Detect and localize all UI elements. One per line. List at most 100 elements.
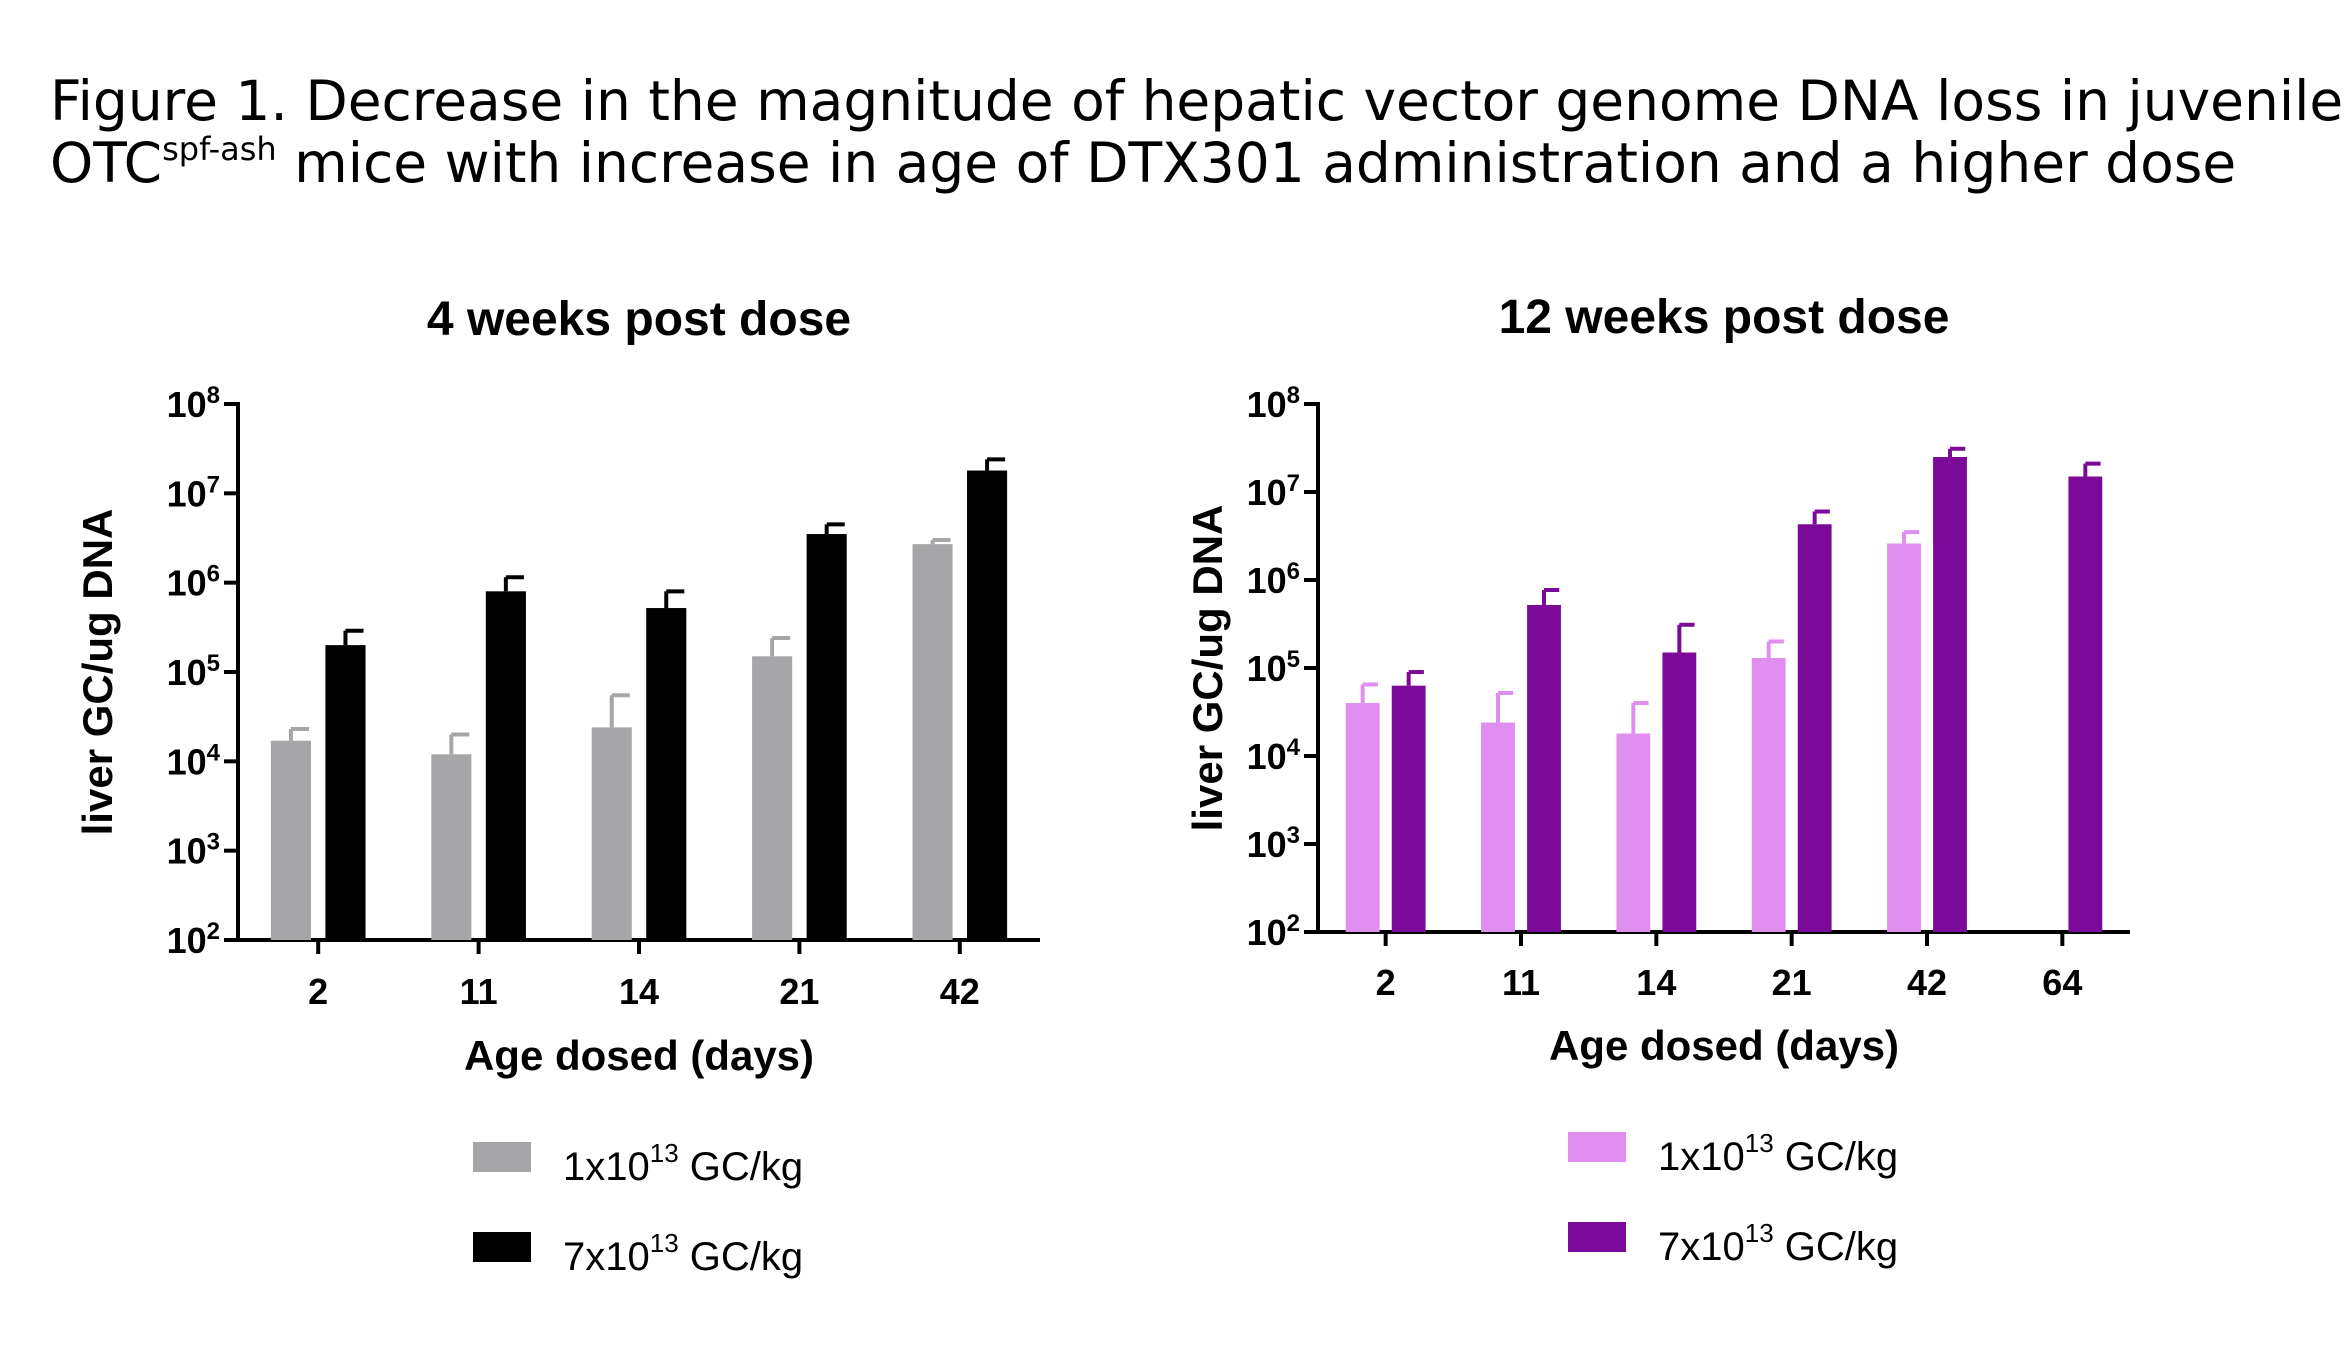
y-tick-label: 103 <box>167 829 220 872</box>
bar-21-series-1 <box>752 656 793 940</box>
x-axis-label: Age dosed (days) <box>1549 1022 1899 1069</box>
legend-exponent: 13 <box>1745 1218 1774 1248</box>
y-tick-label: 105 <box>1247 646 1300 689</box>
legend-label-1: 1x1013 GC/kg <box>1658 1128 1898 1179</box>
bar-11-series-1 <box>1481 722 1515 932</box>
chart-title: 4 weeks post dose <box>427 293 851 346</box>
legend-base: 7x10 <box>563 1235 650 1279</box>
y-tick-base: 10 <box>167 920 207 961</box>
bar-64-series-2 <box>2068 476 2103 932</box>
y-tick-exponent: 5 <box>207 650 220 677</box>
chart-title: 12 weeks post dose <box>1499 291 1950 344</box>
y-tick-base: 10 <box>1247 648 1287 689</box>
x-tick-label: 21 <box>1772 962 1812 1003</box>
y-tick-base: 10 <box>1247 472 1287 513</box>
y-tick-exponent: 4 <box>207 739 221 766</box>
y-tick-exponent: 2 <box>1287 910 1300 937</box>
legend-unit: GC/kg <box>1774 1225 1898 1269</box>
bar-42-series-1 <box>1887 543 1921 932</box>
y-tick-label: 102 <box>1247 910 1300 953</box>
bar-11-series-2 <box>1527 604 1561 932</box>
y-tick-base: 10 <box>167 652 207 693</box>
y-tick-label: 107 <box>1247 470 1300 513</box>
bar-14-series-1 <box>1616 733 1651 932</box>
bar-11-series-1 <box>431 754 472 940</box>
x-tick-label: 11 <box>460 971 498 1012</box>
legend-base: 1x10 <box>1658 1135 1745 1179</box>
x-tick-label: 64 <box>2042 962 2082 1003</box>
y-tick-base: 10 <box>1247 736 1287 777</box>
y-tick-base: 10 <box>167 563 207 604</box>
bar-21-series-2 <box>1797 524 1832 932</box>
x-tick-label: 2 <box>1376 962 1396 1003</box>
bar-2-series-2 <box>1391 685 1426 932</box>
legend-swatch-1 <box>1568 1132 1626 1162</box>
y-tick-exponent: 6 <box>207 561 220 588</box>
x-tick-label: 42 <box>940 971 980 1012</box>
y-tick-exponent: 5 <box>1287 646 1300 673</box>
y-tick-exponent: 3 <box>1287 822 1300 849</box>
x-tick-label: 11 <box>1502 962 1540 1003</box>
legend-base: 1x10 <box>563 1145 650 1189</box>
y-tick-exponent: 2 <box>207 918 220 945</box>
y-tick-label: 108 <box>1247 382 1300 425</box>
y-tick-label: 106 <box>167 561 220 604</box>
y-tick-base: 10 <box>167 831 207 872</box>
y-tick-base: 10 <box>167 741 207 782</box>
y-tick-exponent: 6 <box>1287 558 1300 585</box>
y-tick-base: 10 <box>1247 912 1287 953</box>
bar-14-series-1 <box>591 727 632 940</box>
legend-label-2: 7x1013 GC/kg <box>1658 1218 1898 1269</box>
figure-title-superscript: spf-ash <box>162 130 277 168</box>
x-tick-label: 2 <box>308 971 328 1012</box>
y-tick-label: 105 <box>167 650 220 693</box>
bar-2-series-2 <box>325 645 366 940</box>
x-tick-label: 21 <box>779 971 819 1012</box>
figure-title-rest: mice with increase in age of DTX301 admi… <box>276 131 2237 195</box>
legend-exponent: 13 <box>650 1228 679 1258</box>
bar-21-series-1 <box>1751 657 1786 932</box>
y-tick-base: 10 <box>1247 824 1287 865</box>
y-tick-base: 10 <box>167 473 207 514</box>
x-axis-label: Age dosed (days) <box>464 1032 814 1079</box>
legend-swatch-2 <box>473 1232 531 1262</box>
figure-title-line-1: Figure 1. Decrease in the magnitude of h… <box>50 69 2344 133</box>
legend-base: 7x10 <box>1658 1225 1745 1269</box>
bar-14-series-2 <box>1662 652 1697 932</box>
y-tick-label: 104 <box>167 739 221 782</box>
legend-unit: GC/kg <box>679 1145 803 1189</box>
y-tick-exponent: 3 <box>207 829 220 856</box>
bar-21-series-2 <box>806 534 847 940</box>
bar-42-series-1 <box>912 544 953 940</box>
x-tick-label: 42 <box>1907 962 1947 1003</box>
y-tick-exponent: 7 <box>1287 470 1300 497</box>
figure-title: Figure 1. Decrease in the magnitude of h… <box>50 70 2343 194</box>
legend-unit: GC/kg <box>679 1235 803 1279</box>
y-tick-exponent: 7 <box>207 471 220 498</box>
bar-42-series-2 <box>967 470 1008 940</box>
y-tick-base: 10 <box>167 384 207 425</box>
y-tick-exponent: 8 <box>1287 382 1300 409</box>
figure-title-otc: OTC <box>50 131 163 195</box>
legend-exponent: 13 <box>1745 1128 1774 1158</box>
legend-swatch-1 <box>473 1142 531 1172</box>
x-tick-label: 14 <box>1636 962 1676 1003</box>
y-tick-label: 107 <box>167 471 220 514</box>
legend-swatch-2 <box>1568 1222 1626 1252</box>
y-axis-label: liver GC/ug DNA <box>74 509 121 836</box>
x-tick-label: 14 <box>619 971 659 1012</box>
bar-14-series-2 <box>646 608 687 940</box>
bar-42-series-2 <box>1933 456 1967 932</box>
legend-exponent: 13 <box>650 1138 679 1168</box>
y-tick-label: 102 <box>167 918 220 961</box>
legend-unit: GC/kg <box>1774 1135 1898 1179</box>
y-tick-exponent: 8 <box>207 382 220 409</box>
y-tick-label: 103 <box>1247 822 1300 865</box>
chart-panel-1: 4 weeks post dose102103104105106107108li… <box>74 293 1040 1279</box>
y-tick-base: 10 <box>1247 384 1287 425</box>
bar-2-series-1 <box>270 740 311 940</box>
y-axis-label: liver GC/ug DNA <box>1184 505 1231 832</box>
legend-label-2: 7x1013 GC/kg <box>563 1228 803 1279</box>
y-tick-exponent: 4 <box>1287 734 1301 761</box>
